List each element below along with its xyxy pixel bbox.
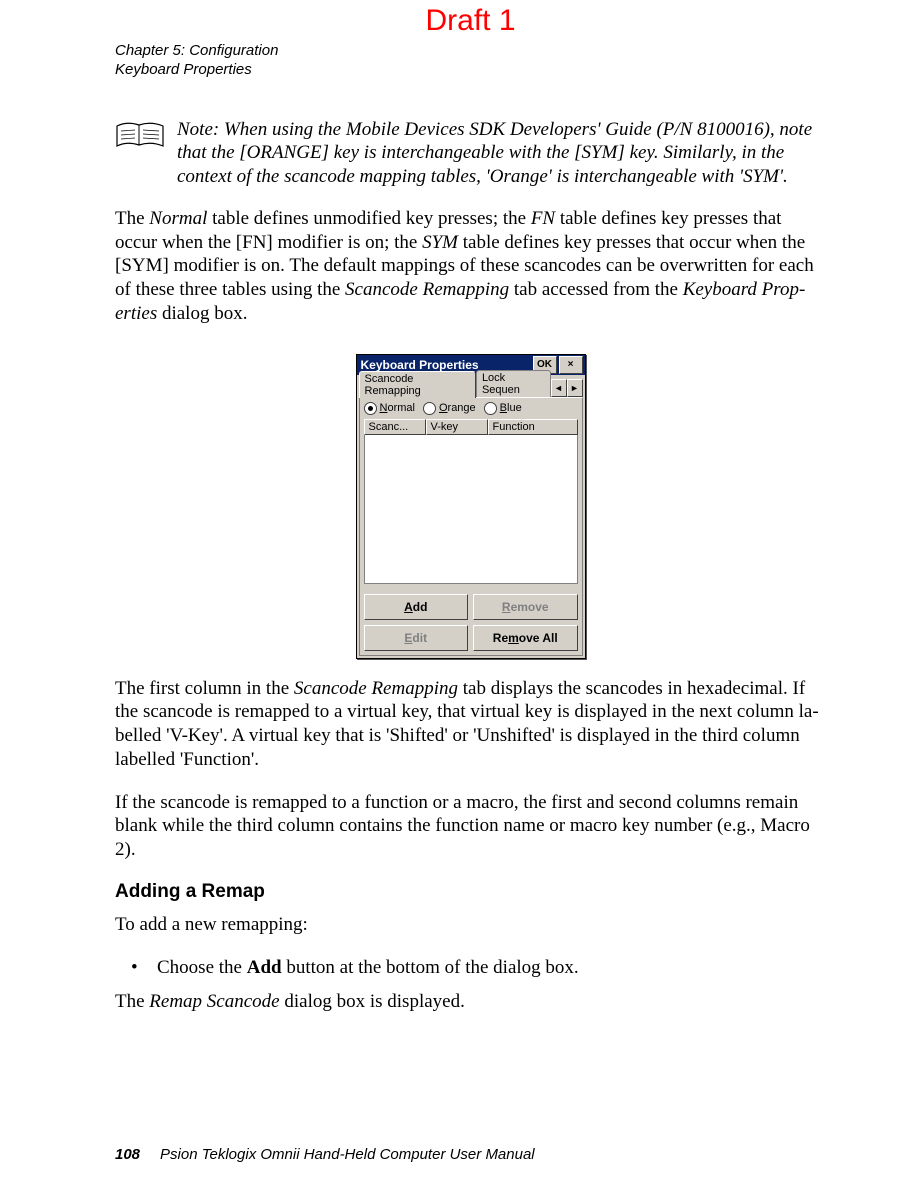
subheading-adding-remap: Adding a Remap [115, 881, 826, 903]
tab-lock-sequence[interactable]: Lock Sequen [476, 370, 551, 397]
radio-orange[interactable]: Orange [423, 402, 476, 415]
tab-scroll: ◄ ► [551, 379, 583, 397]
tab-panel: Normal Orange Blue Scanc... V-k [359, 397, 583, 656]
paragraph-3: If the scancode is remapped to a functio… [115, 791, 826, 862]
radio-blue[interactable]: Blue [484, 402, 522, 415]
remove-all-button[interactable]: Remove All [473, 625, 578, 651]
close-button[interactable]: × [559, 356, 583, 374]
radio-dot-icon [364, 402, 377, 415]
note-block: Note: When using the Mobile Devices SDK … [115, 120, 826, 189]
radio-dot-icon [423, 402, 436, 415]
draft-watermark: Draft 1 [115, 4, 826, 38]
note-body: When using the Mobile Devices SDK Develo… [177, 119, 812, 188]
bullet-list: Choose the Add button at the bottom of t… [115, 956, 826, 981]
dialog-screenshot: Keyboard Properties OK × Scancode Remapp… [115, 354, 826, 659]
list-area[interactable] [364, 435, 578, 584]
radio-dot-icon [484, 402, 497, 415]
section-label: Keyboard Properties [115, 61, 826, 80]
radio-orange-label: Orange [439, 402, 476, 414]
tab-scroll-left-icon[interactable]: ◄ [551, 379, 567, 397]
note-label: Note: [177, 119, 219, 140]
radio-normal[interactable]: Normal [364, 402, 415, 415]
radio-blue-label: Blue [500, 402, 522, 414]
col-scancode[interactable]: Scanc... [364, 419, 426, 435]
paragraph-2: The first column in the Scancode Remappi… [115, 677, 826, 772]
tab-scancode-remapping[interactable]: Scancode Remapping [359, 371, 476, 398]
tab-strip: Scancode Remapping Lock Sequen ◄ ► [359, 377, 583, 397]
paragraph-1: The Normal table defines unmodified key … [115, 207, 826, 326]
col-vkey[interactable]: V-key [426, 419, 488, 435]
chapter-label: Chapter 5: Configuration [115, 42, 826, 61]
list-item: Choose the Add button at the bottom of t… [115, 956, 826, 981]
paragraph-4: To add a new remapping: [115, 913, 826, 937]
keyboard-properties-window: Keyboard Properties OK × Scancode Remapp… [356, 354, 586, 659]
col-function[interactable]: Function [488, 419, 578, 435]
running-header: Chapter 5: Configuration Keyboard Proper… [115, 42, 826, 80]
footer: 108 Psion Teklogix Omnii Hand-Held Comput… [115, 1146, 535, 1163]
window-body: Scancode Remapping Lock Sequen ◄ ► Norma… [357, 375, 585, 658]
add-button[interactable]: Add [364, 594, 469, 620]
tab-scroll-right-icon[interactable]: ► [567, 379, 583, 397]
footer-text: Psion Teklogix Omnii Hand-Held Computer … [160, 1146, 535, 1163]
note-text: Note: When using the Mobile Devices SDK … [177, 118, 826, 189]
book-icon [115, 120, 165, 189]
edit-button[interactable]: Edit [364, 625, 469, 651]
radio-normal-label: Normal [380, 402, 415, 414]
page: Draft 1 Chapter 5: Configuration Keyboar… [0, 4, 921, 1195]
remove-button[interactable]: Remove [473, 594, 578, 620]
paragraph-5: The Remap Scancode dialog box is display… [115, 990, 826, 1014]
button-grid: Add Remove Edit Remove All [364, 594, 578, 651]
radio-group: Normal Orange Blue [364, 402, 578, 415]
page-number: 108 [115, 1146, 140, 1163]
list-header: Scanc... V-key Function [364, 419, 578, 435]
